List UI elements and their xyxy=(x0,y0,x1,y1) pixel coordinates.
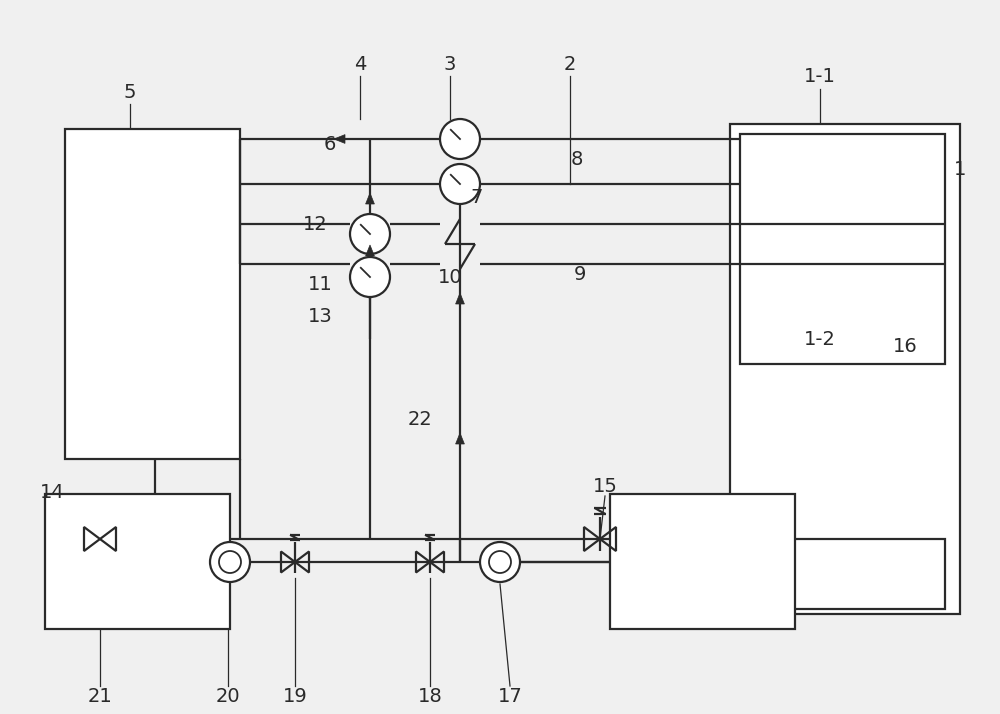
Text: 3: 3 xyxy=(444,54,456,74)
Circle shape xyxy=(350,257,390,297)
Text: 4: 4 xyxy=(354,54,366,74)
Circle shape xyxy=(350,214,390,254)
Text: 8: 8 xyxy=(571,149,583,169)
Text: 5: 5 xyxy=(124,83,136,101)
Polygon shape xyxy=(366,245,374,256)
Circle shape xyxy=(440,164,480,204)
Bar xyxy=(740,539,945,609)
Text: 14: 14 xyxy=(40,483,64,501)
Text: 11: 11 xyxy=(308,274,332,293)
Text: 1-1: 1-1 xyxy=(804,66,836,86)
Bar xyxy=(65,129,240,459)
Polygon shape xyxy=(366,193,374,204)
Text: 6: 6 xyxy=(324,134,336,154)
Text: 19: 19 xyxy=(283,686,307,705)
Text: 13: 13 xyxy=(308,306,332,326)
Text: 2: 2 xyxy=(564,54,576,74)
Text: 18: 18 xyxy=(418,686,442,705)
Bar xyxy=(740,134,945,364)
Text: 1-2: 1-2 xyxy=(804,329,836,348)
Text: 16: 16 xyxy=(893,336,917,356)
Circle shape xyxy=(489,551,511,573)
Text: 22: 22 xyxy=(408,410,432,428)
Text: 10: 10 xyxy=(438,268,462,286)
Circle shape xyxy=(440,119,480,159)
Text: 17: 17 xyxy=(498,686,522,705)
Polygon shape xyxy=(334,135,345,144)
Polygon shape xyxy=(456,293,464,304)
Circle shape xyxy=(219,551,241,573)
Text: 9: 9 xyxy=(574,264,586,283)
Text: 7: 7 xyxy=(471,188,483,206)
Text: 12: 12 xyxy=(303,214,327,233)
Text: 1: 1 xyxy=(954,159,966,178)
Bar xyxy=(610,494,795,629)
Circle shape xyxy=(480,542,520,582)
Text: 21: 21 xyxy=(88,686,112,705)
Bar xyxy=(45,494,230,629)
Text: 15: 15 xyxy=(593,476,617,496)
Circle shape xyxy=(210,542,250,582)
Bar xyxy=(730,124,960,614)
Polygon shape xyxy=(456,433,464,444)
Text: 20: 20 xyxy=(216,686,240,705)
